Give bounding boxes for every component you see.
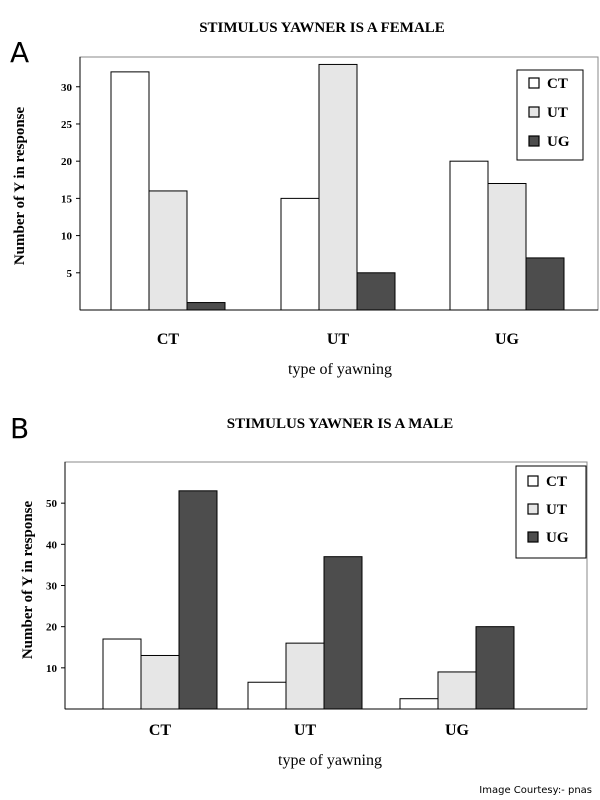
- panel-a-y-tick-label: 30: [61, 82, 73, 94]
- image-credit: Image Courtesy:- pnas: [479, 785, 592, 796]
- panel-b-legend-label-ut: UT: [546, 502, 567, 518]
- panel-b-bar-ug-ut: [437, 671, 477, 710]
- panel-a-bar-ct-ug: [186, 302, 226, 311]
- panel-a-legend-label-ug: UG: [547, 134, 570, 150]
- panel-a-bar-ut-ct: [280, 197, 320, 311]
- panel-b-y-tick-label: 10: [46, 663, 58, 675]
- panel-b-legend-label-ug: UG: [546, 530, 569, 546]
- panel-a-legend-label-ct: CT: [547, 76, 568, 92]
- panel-a-legend-swatch-ug: [528, 135, 540, 147]
- panel-b-letter: B: [10, 412, 29, 445]
- panel-b-category-label: CT: [149, 722, 172, 739]
- panel-a-bar-ut-ut: [318, 63, 358, 311]
- panel-b-legend-swatch-ug: [527, 531, 539, 543]
- panel-a-letter: A: [10, 36, 29, 69]
- panel-a-y-tick-label: 5: [67, 268, 73, 280]
- panel-a-ylabel: Number of Y in response: [12, 106, 28, 265]
- panel-a-legend-box: [516, 69, 584, 161]
- panel-b-xlabel: type of yawning: [278, 752, 382, 769]
- panel-a-bar-ct-ct: [110, 71, 150, 311]
- panel-b-legend-swatch-ct: [527, 475, 539, 487]
- panel-b-ylabel: Number of Y in response: [20, 500, 36, 659]
- panel-a-bar-ug-ct: [449, 160, 489, 311]
- panel-b-bar-ut-ct: [247, 681, 287, 710]
- panel-a-bar-ct-ut: [148, 190, 188, 311]
- panel-a-legend-swatch-ct: [528, 77, 540, 89]
- panel-b-y-tick-label: 20: [46, 622, 58, 634]
- panel-b-bar-ct-ut: [140, 654, 180, 710]
- panel-b-y-tick-label: 50: [46, 498, 58, 510]
- panel-a-legend-swatch-ut: [528, 106, 540, 118]
- panel-b-title: STIMULUS YAWNER IS A MALE: [227, 416, 453, 432]
- panel-a-bar-ut-ug: [356, 272, 396, 311]
- panel-a-category-label: CT: [157, 331, 180, 348]
- panel-b-legend-swatch-ut: [527, 503, 539, 515]
- panel-b-y-tick-label: 40: [46, 539, 58, 551]
- panel-a-y-tick-label: 25: [61, 119, 73, 131]
- panel-b-bar-ut-ug: [323, 556, 363, 710]
- chart-marks: 5 10 15 20 25 30 CT UT UG CT UT UG 10 20 30 40 50 CT UT UG C…: [46, 56, 599, 739]
- panel-a-xlabel: type of yawning: [288, 361, 392, 378]
- panel-b-category-label: UG: [445, 722, 470, 739]
- panel-a-y-tick-label: 15: [61, 193, 73, 205]
- panel-b-bar-ug-ct: [399, 698, 439, 710]
- panel-a-bar-ug-ut: [487, 183, 527, 311]
- panel-a-category-label: UG: [495, 331, 520, 348]
- panel-a-legend-label-ut: UT: [547, 105, 568, 121]
- panel-a-y-tick-label: 10: [61, 231, 73, 243]
- panel-b-bar-ct-ct: [102, 638, 142, 710]
- panel-b-y-tick-label: 30: [46, 581, 58, 593]
- panel-b-category-label: UT: [294, 722, 317, 739]
- panel-a-title: STIMULUS YAWNER IS A FEMALE: [199, 20, 445, 36]
- panel-a-y-tick-label: 20: [61, 156, 73, 168]
- panel-b-bar-ug-ug: [475, 626, 515, 710]
- panel-a-category-label: UT: [327, 331, 350, 348]
- panel-b-bar-ut-ut: [285, 642, 325, 710]
- panel-b-bar-ct-ug: [178, 490, 218, 710]
- panel-a-bar-ug-ug: [525, 257, 565, 311]
- panel-b-legend-label-ct: CT: [546, 474, 567, 490]
